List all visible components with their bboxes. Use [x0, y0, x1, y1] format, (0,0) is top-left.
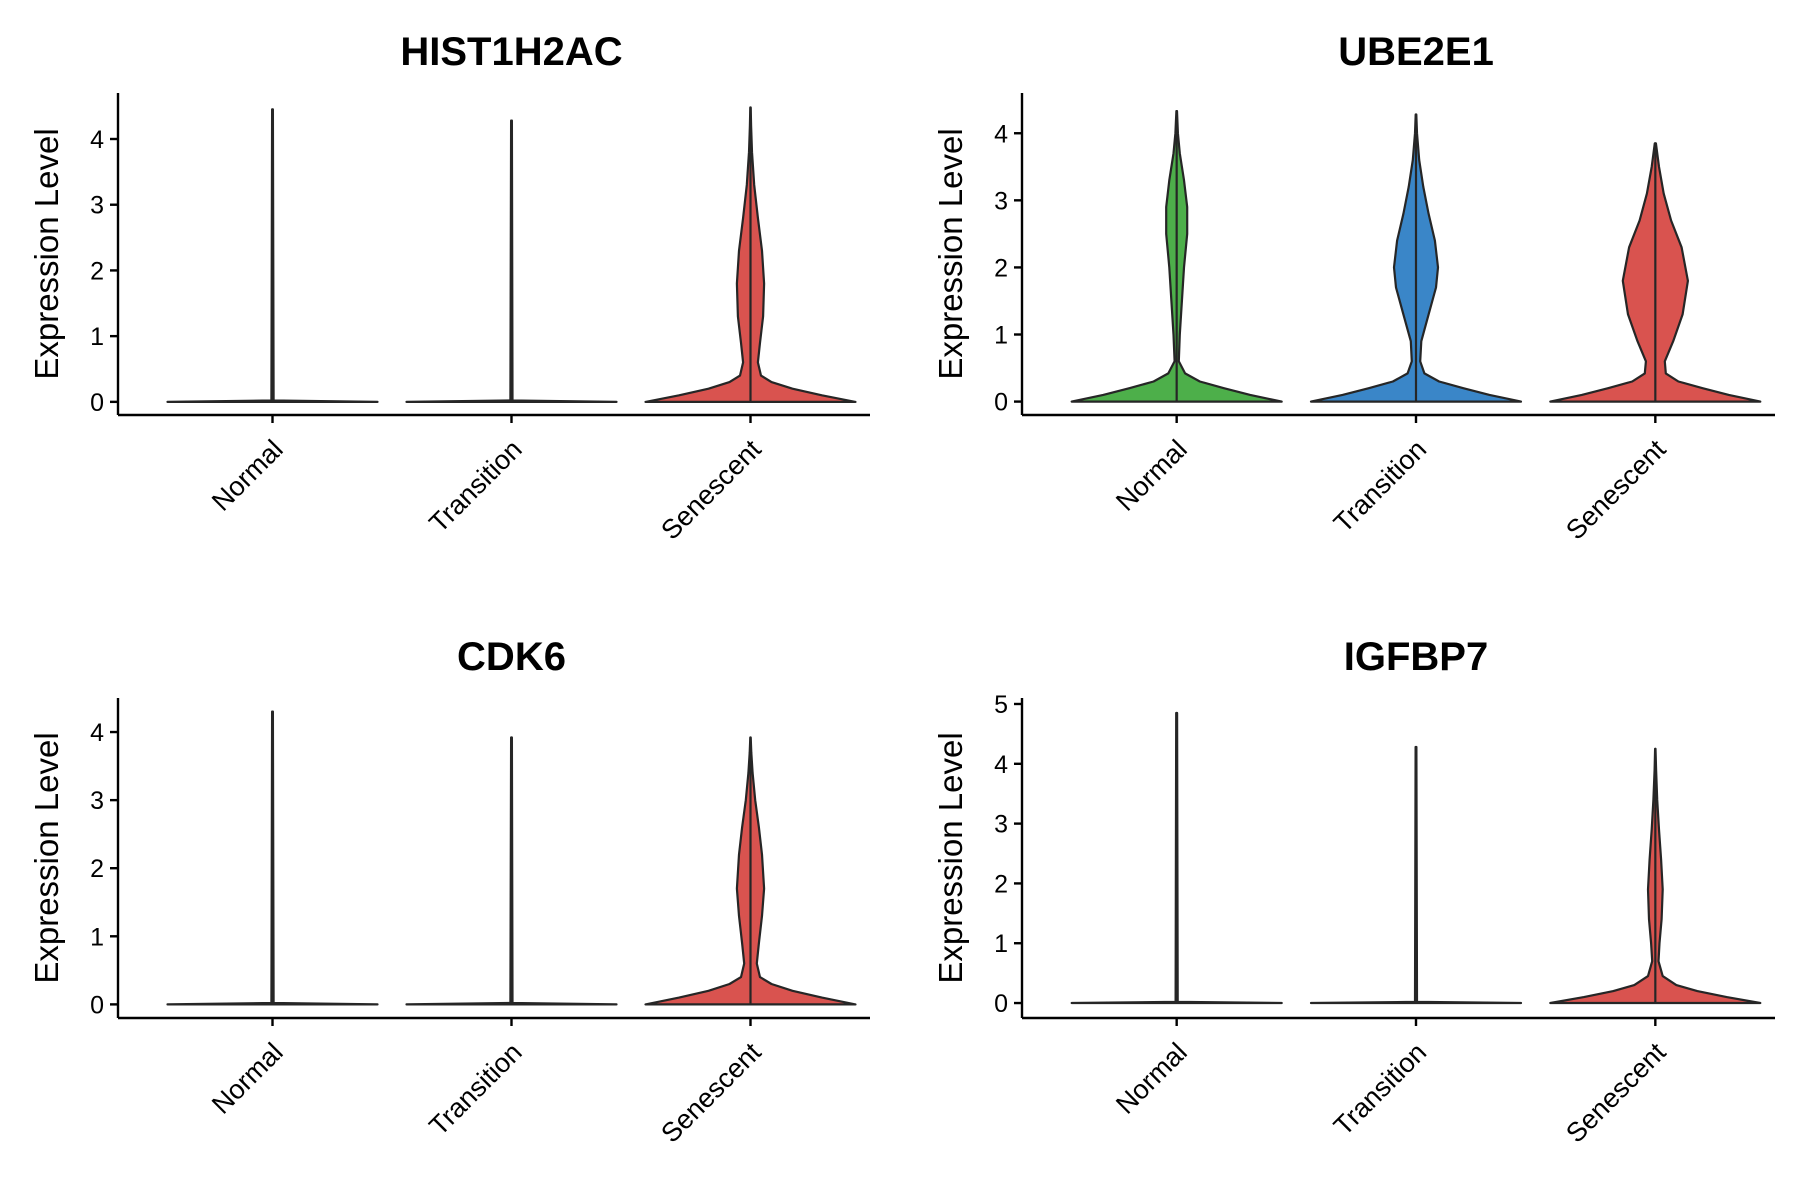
y-tick-label: 4: [994, 751, 1008, 779]
panel-cdk6: CDK6 Expression Level 0 1 2 3 4 Normal Transitio…: [28, 635, 870, 1148]
x-category-label: Transition: [1328, 1037, 1432, 1141]
panel-igfbp7: IGFBP7 Expression Level 0 1 2 3 4 5 Normal Transi…: [932, 635, 1775, 1148]
panel-title: IGFBP7: [1344, 635, 1488, 679]
y-tick-label: 2: [994, 254, 1008, 282]
y-tick-label: 4: [90, 719, 104, 747]
panel-title: HIST1H2AC: [400, 30, 622, 74]
y-tick-label: 0: [90, 389, 104, 417]
y-tick-label: 3: [994, 811, 1008, 839]
y-axis-label: Expression Level: [28, 732, 65, 983]
x-category-label: Normal: [1110, 434, 1193, 517]
y-tick-label: 0: [994, 990, 1008, 1018]
x-category-label: Normal: [1110, 1037, 1193, 1120]
y-tick-label: 1: [994, 930, 1008, 958]
panel-ube2e1: UBE2E1 Expression Level 0 1 2 3 4 Normal Transit…: [932, 30, 1775, 545]
y-axis-label: Expression Level: [932, 128, 969, 379]
y-tick-label: 0: [90, 991, 104, 1019]
panel-title: UBE2E1: [1338, 30, 1494, 74]
y-tick-label: 5: [994, 691, 1008, 719]
y-tick-label: 3: [90, 787, 104, 815]
y-tick-label: 3: [994, 187, 1008, 215]
x-category-label: Senescent: [655, 434, 767, 546]
panel-title: CDK6: [457, 635, 566, 679]
y-tick-label: 2: [994, 870, 1008, 898]
y-tick-label: 3: [90, 192, 104, 220]
x-category-label: Senescent: [1560, 434, 1672, 546]
y-tick-label: 2: [90, 855, 104, 883]
y-axis-label: Expression Level: [932, 732, 969, 983]
panel-hist1h2ac: HIST1H2AC Expression Level 0 1 2 3 4 Normal Tran…: [28, 30, 870, 545]
y-tick-label: 4: [90, 126, 104, 154]
x-category-label: Transition: [423, 1037, 527, 1141]
y-axis-label: Expression Level: [28, 128, 65, 379]
y-tick-label: 4: [994, 120, 1008, 148]
y-tick-label: 1: [90, 323, 104, 351]
x-category-label: Senescent: [1560, 1037, 1672, 1149]
y-tick-label: 0: [994, 389, 1008, 417]
x-category-label: Transition: [423, 434, 527, 538]
x-category-label: Senescent: [655, 1037, 767, 1149]
x-category-label: Normal: [206, 1037, 289, 1120]
y-tick-label: 2: [90, 257, 104, 285]
x-category-label: Normal: [206, 434, 289, 517]
y-tick-label: 1: [994, 322, 1008, 350]
x-category-label: Transition: [1328, 434, 1432, 538]
y-tick-label: 1: [90, 923, 104, 951]
